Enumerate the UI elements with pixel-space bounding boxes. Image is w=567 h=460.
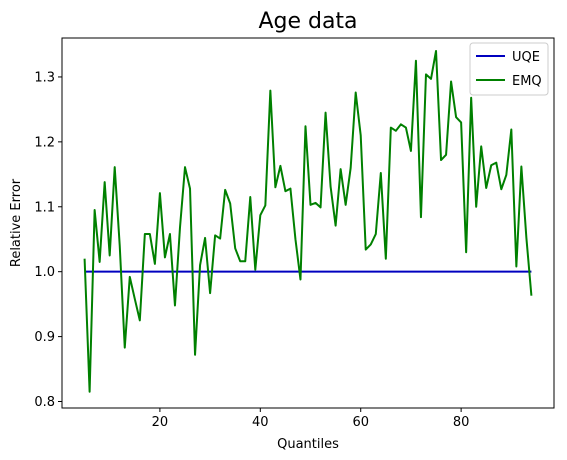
y-tick-label: 0.8 (34, 395, 55, 410)
y-axis-label: Relative Error (9, 178, 24, 267)
series-layer (83, 49, 533, 393)
plot-frame (61, 37, 555, 409)
legend: UQE EMQ (469, 42, 549, 96)
y-axis: 0.8 0.9 1.0 1.1 1.2 1.3 (34, 70, 62, 410)
x-tick-label: 80 (453, 415, 470, 430)
y-tick-label: 1.0 (34, 265, 55, 280)
x-tick-label: 40 (252, 415, 269, 430)
legend-emq-label: EMQ (512, 74, 542, 89)
x-tick-label: 60 (352, 415, 369, 430)
x-axis: 20 40 60 80 (152, 408, 470, 430)
legend-uqe-label: UQE (512, 50, 540, 65)
x-axis-label: Quantiles (277, 437, 339, 452)
x-tick-label: 20 (152, 415, 169, 430)
y-tick-label: 0.9 (34, 330, 55, 345)
series-line-emq (83, 49, 533, 393)
y-tick-label: 1.2 (34, 135, 55, 150)
y-tick-label: 1.3 (34, 70, 55, 85)
chart-title: Age data (258, 9, 357, 34)
y-tick-label: 1.1 (34, 200, 55, 215)
